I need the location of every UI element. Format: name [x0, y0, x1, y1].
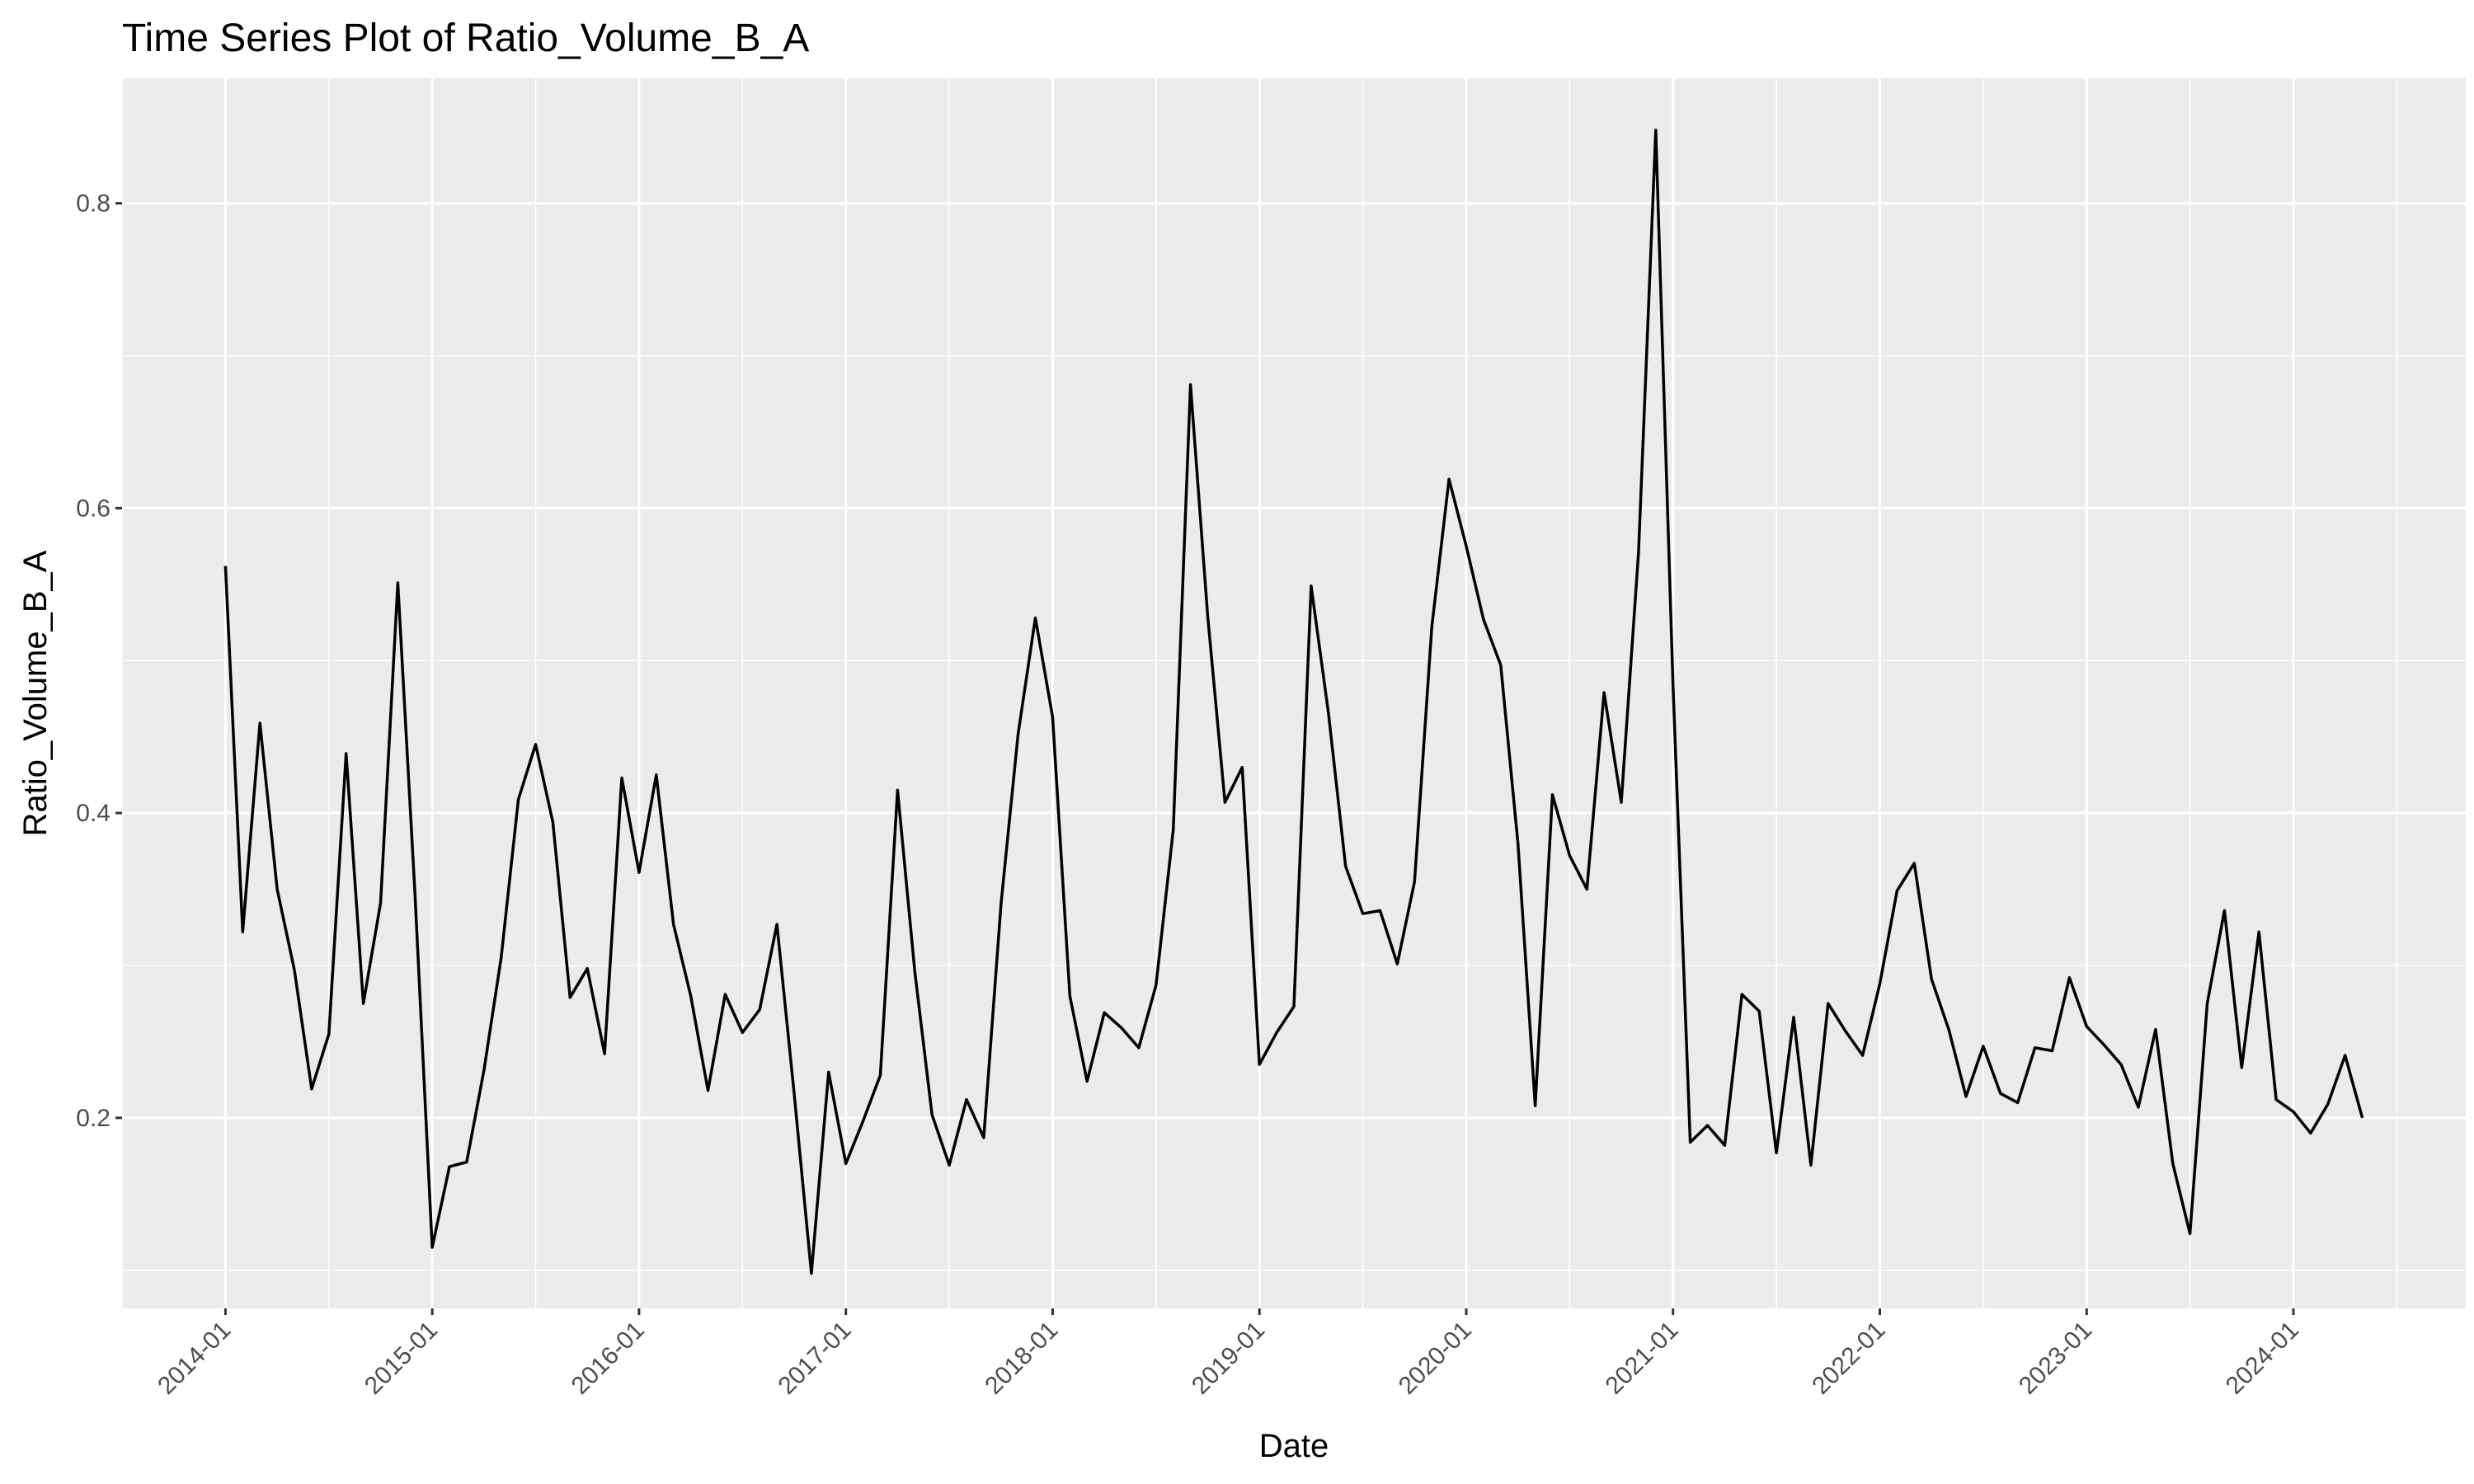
chart-title: Time Series Plot of Ratio_Volume_B_A [122, 16, 809, 60]
x-tick-label: 2015-01 [360, 1317, 443, 1400]
y-tick-label: 0.8 [76, 190, 111, 218]
y-axis-title: Ratio_Volume_B_A [17, 550, 54, 836]
y-axis: 0.2 0.4 0.6 0.8 [76, 190, 122, 1132]
y-tick-label: 0.6 [76, 495, 111, 522]
series-layer [223, 129, 2364, 1275]
x-tick-label: 2024-01 [2221, 1317, 2304, 1400]
x-tick-label: 2021-01 [1600, 1317, 1683, 1400]
y-tick-label: 0.2 [76, 1105, 111, 1132]
series-line [223, 129, 2364, 1275]
x-axis-title: Date [1259, 1428, 1329, 1464]
x-tick-label: 2018-01 [980, 1317, 1063, 1400]
plot-panel [122, 78, 2466, 1308]
x-tick-label: 2023-01 [2014, 1317, 2097, 1400]
minor-gridlines [121, 78, 2466, 1308]
x-tick-label: 2017-01 [773, 1317, 856, 1400]
x-tick-label: 2022-01 [1807, 1317, 1890, 1400]
y-tick-label: 0.4 [76, 800, 111, 827]
x-tick-label: 2014-01 [153, 1317, 236, 1400]
x-tick-label: 2019-01 [1187, 1317, 1270, 1400]
x-tick-label: 2020-01 [1394, 1317, 1477, 1400]
x-axis: 2014-01 2015-01 2016-01 2017-01 2018-01 2019-… [153, 1308, 2304, 1400]
x-tick-label: 2016-01 [567, 1317, 650, 1400]
